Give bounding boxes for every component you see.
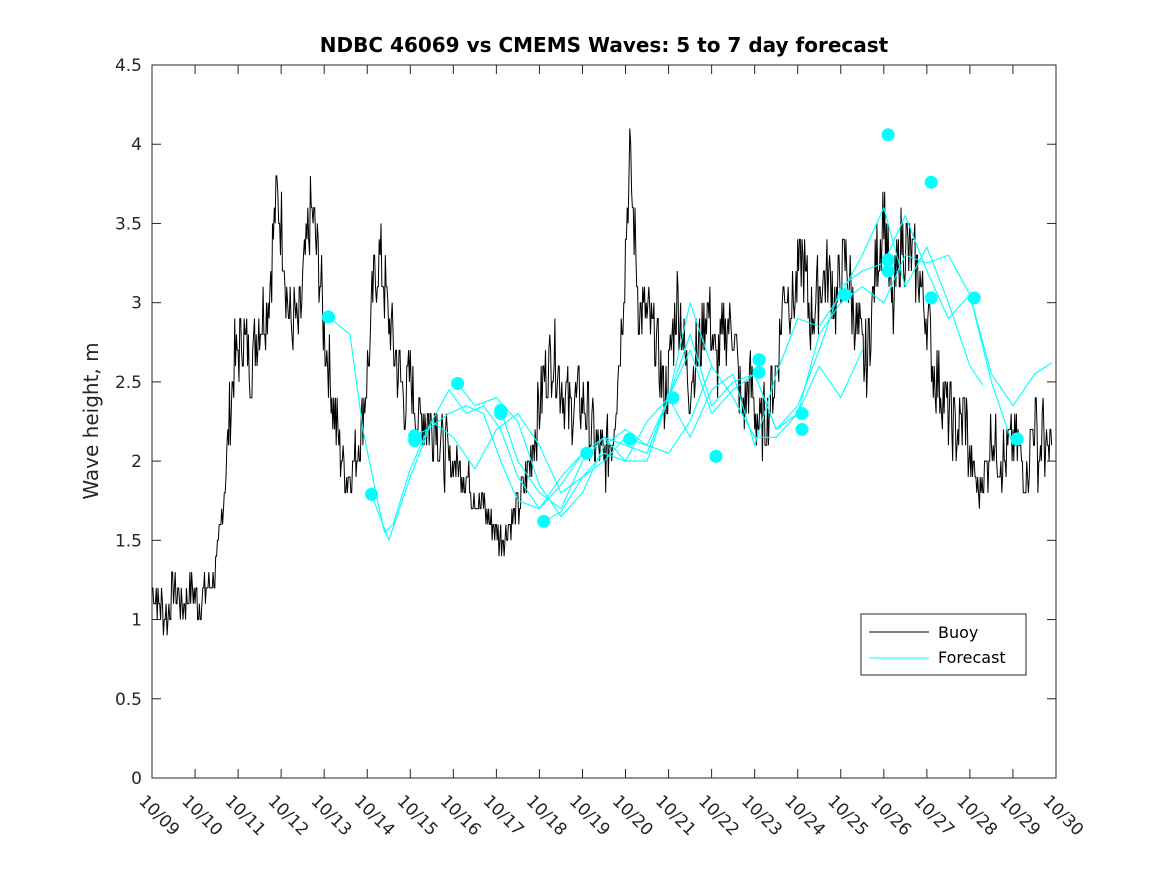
forecast-marker (365, 487, 379, 501)
forecast-marker (408, 434, 422, 448)
forecast-marker (494, 407, 508, 421)
y-tick-label: 2 (131, 452, 142, 472)
forecast-marker (1010, 432, 1024, 446)
forecast-marker (752, 353, 766, 367)
legend: Buoy Forecast (860, 613, 1027, 676)
forecast-marker (924, 291, 938, 305)
forecast-marker (666, 391, 680, 405)
legend-label-buoy: Buoy (938, 623, 978, 642)
forecast-marker (451, 376, 465, 390)
y-tick-label: 3 (131, 294, 142, 314)
forecast-marker (967, 291, 981, 305)
forecast-line (370, 365, 713, 541)
y-tick-label: 2.5 (115, 373, 142, 393)
chart-title: NDBC 46069 vs CMEMS Waves: 5 to 7 day fo… (320, 33, 889, 57)
y-tick-label: 4 (131, 135, 142, 155)
y-axis: 0 0.5 1 1.5 2 2.5 3 3.5 4 4.5 (115, 56, 1056, 789)
y-tick-label: 4.5 (115, 56, 142, 76)
forecast-marker (795, 407, 809, 421)
y-tick-label: 0 (131, 769, 142, 789)
forecast-marker (321, 310, 335, 324)
forecast-line (328, 316, 583, 533)
forecast-marker (881, 264, 895, 278)
y-tick-label: 1 (131, 611, 142, 631)
forecast-marker (752, 365, 766, 379)
forecast-marker (838, 288, 852, 302)
legend-box (860, 613, 1027, 676)
y-axis-label: Wave height, m (79, 342, 103, 499)
forecast-marker (623, 432, 637, 446)
forecast-markers (321, 128, 1024, 528)
buoy-line (152, 128, 1053, 636)
forecast-marker (580, 446, 594, 460)
buoy-series (152, 128, 1053, 636)
forecast-marker (709, 449, 723, 463)
forecast-marker (537, 514, 551, 528)
plot-frame (151, 64, 1057, 779)
forecast-marker (881, 128, 895, 142)
forecast-marker (881, 253, 895, 267)
forecast-line (543, 207, 984, 522)
y-tick-label: 1.5 (115, 531, 142, 551)
forecast-marker (795, 422, 809, 436)
forecast-marker (924, 175, 938, 189)
legend-label-forecast: Forecast (938, 648, 1006, 667)
y-tick-label: 3.5 (115, 214, 142, 234)
y-tick-label: 0.5 (115, 690, 142, 710)
